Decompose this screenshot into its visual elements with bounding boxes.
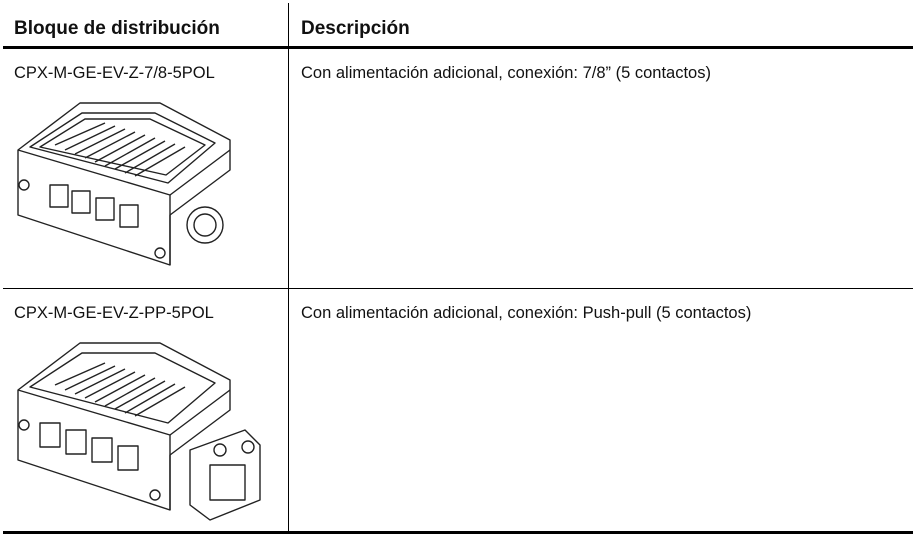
- row-rule: [3, 288, 913, 289]
- cell: Con alimentación adicional, conexión: Pu…: [301, 304, 752, 322]
- header-cell: Bloque de distribución: [14, 18, 220, 39]
- cell: CPX-M-GE-EV-Z-7/8-5POL: [14, 64, 215, 82]
- header-rule: [3, 46, 913, 49]
- product-image: [17, 342, 261, 521]
- cell: Con alimentación adicional, conexión: 7/…: [301, 64, 711, 82]
- cell: CPX-M-GE-EV-Z-PP-5POL: [14, 304, 214, 322]
- bottom-rule: [3, 531, 913, 534]
- table-top-edge: [288, 3, 289, 533]
- header-cell: Descripción: [301, 18, 410, 39]
- product-image: [17, 102, 231, 266]
